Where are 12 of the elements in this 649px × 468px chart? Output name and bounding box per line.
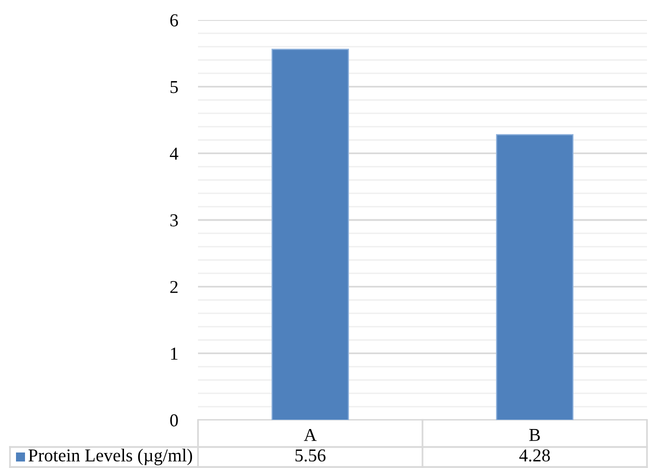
- y-tick-label: 0: [170, 414, 178, 426]
- x-tick-label: B: [529, 429, 540, 441]
- y-tick-label: 5: [170, 81, 178, 94]
- legend-label: Protein Levels (µg/ml): [28, 448, 192, 466]
- y-tick-label: 4: [170, 148, 178, 160]
- y-tick-label: 1: [171, 348, 178, 360]
- y-tick-label: 6: [170, 14, 178, 26]
- y-tick-label: 2: [170, 280, 178, 293]
- data-label: 4.28: [519, 449, 550, 462]
- data-label: 5.56: [296, 449, 326, 462]
- x-tick-label: A: [304, 428, 317, 441]
- y-tick-label: 3: [170, 214, 178, 226]
